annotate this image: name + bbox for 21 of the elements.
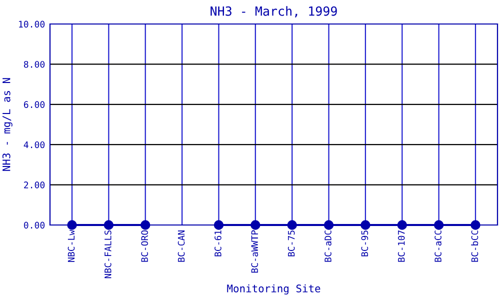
x-tick-label: NBC-FALLS <box>104 230 112 278</box>
y-tick-label: 2.00 <box>24 182 45 188</box>
y-tick-label: 8.00 <box>24 60 45 68</box>
x-tick-label: BC-61 <box>214 230 222 256</box>
y-tick-label: 4.00 <box>24 141 45 148</box>
y-tick-label: 10.00 <box>19 20 45 28</box>
y-axis-title: NH3 - mg/L as N <box>2 78 12 171</box>
x-tick-label: BC-75 <box>288 230 295 256</box>
x-tick-label: BC-95 <box>361 230 368 256</box>
chart-title: NH3 - March, 1999 <box>210 6 337 18</box>
x-tick-label: BC-aDC <box>324 230 332 262</box>
x-tick-label: NBC-Lw <box>68 230 75 262</box>
x-axis-title: Monitoring Site <box>227 284 320 294</box>
y-tick-label: 6.00 <box>24 101 45 108</box>
x-tick-label: BC-107 <box>398 230 405 262</box>
x-tick-label: BC-aCC <box>434 230 442 262</box>
x-tick-label: BC-aWWTP <box>251 230 258 273</box>
x-tick-label: BC-CAN <box>178 230 185 262</box>
x-tick-label: BC-ORO <box>141 230 148 262</box>
y-tick-label: 0.00 <box>24 222 45 229</box>
x-tick-label: BC-bCC <box>471 230 478 262</box>
